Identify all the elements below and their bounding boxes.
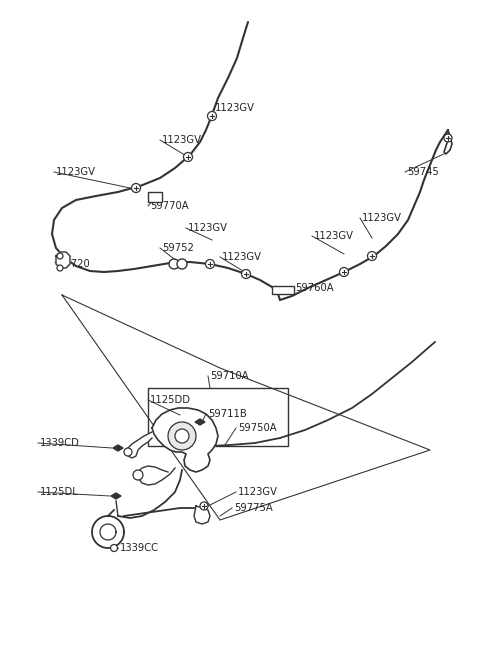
Text: 1123GV: 1123GV bbox=[56, 167, 96, 177]
Polygon shape bbox=[194, 506, 210, 524]
Circle shape bbox=[57, 253, 63, 259]
Polygon shape bbox=[126, 432, 152, 458]
Circle shape bbox=[183, 153, 192, 162]
Circle shape bbox=[110, 544, 118, 552]
Text: 59775A: 59775A bbox=[234, 503, 273, 513]
Polygon shape bbox=[111, 493, 121, 499]
Circle shape bbox=[207, 111, 216, 121]
Circle shape bbox=[241, 269, 251, 278]
Text: 59752: 59752 bbox=[162, 243, 194, 253]
Circle shape bbox=[169, 259, 179, 269]
Circle shape bbox=[339, 267, 348, 276]
Circle shape bbox=[133, 470, 143, 480]
Text: 1339CC: 1339CC bbox=[120, 543, 159, 553]
Text: 59770A: 59770A bbox=[150, 201, 189, 211]
Text: 1123GV: 1123GV bbox=[162, 135, 202, 145]
Text: 59750A: 59750A bbox=[238, 423, 276, 433]
Circle shape bbox=[175, 429, 189, 443]
Circle shape bbox=[168, 422, 196, 450]
Bar bbox=[272, 286, 294, 294]
Circle shape bbox=[200, 502, 208, 510]
Circle shape bbox=[444, 134, 452, 142]
Circle shape bbox=[368, 252, 376, 261]
Text: 59745: 59745 bbox=[407, 167, 439, 177]
Polygon shape bbox=[56, 252, 70, 268]
Text: 1123GV: 1123GV bbox=[188, 223, 228, 233]
Text: 59720: 59720 bbox=[58, 259, 90, 269]
Circle shape bbox=[57, 265, 63, 271]
Text: 59711B: 59711B bbox=[208, 409, 247, 419]
Text: 59710A: 59710A bbox=[210, 371, 249, 381]
Text: 1123GV: 1123GV bbox=[215, 103, 255, 113]
Text: 59760A: 59760A bbox=[295, 283, 334, 293]
Text: 1339CD: 1339CD bbox=[40, 438, 80, 448]
Polygon shape bbox=[113, 445, 123, 451]
Bar bbox=[148, 388, 288, 446]
Polygon shape bbox=[138, 466, 175, 485]
Circle shape bbox=[132, 183, 141, 193]
Polygon shape bbox=[152, 408, 218, 472]
Circle shape bbox=[205, 259, 215, 269]
Circle shape bbox=[124, 448, 132, 456]
Polygon shape bbox=[444, 130, 452, 154]
Text: 1123GV: 1123GV bbox=[362, 213, 402, 223]
Text: 1123GV: 1123GV bbox=[238, 487, 278, 497]
Text: 1123GV: 1123GV bbox=[314, 231, 354, 241]
Bar bbox=[148, 192, 162, 202]
Polygon shape bbox=[195, 419, 205, 425]
Text: 1125DL: 1125DL bbox=[40, 487, 79, 497]
Text: 1125DD: 1125DD bbox=[150, 395, 191, 405]
Circle shape bbox=[177, 259, 187, 269]
Text: 1123GV: 1123GV bbox=[222, 252, 262, 262]
